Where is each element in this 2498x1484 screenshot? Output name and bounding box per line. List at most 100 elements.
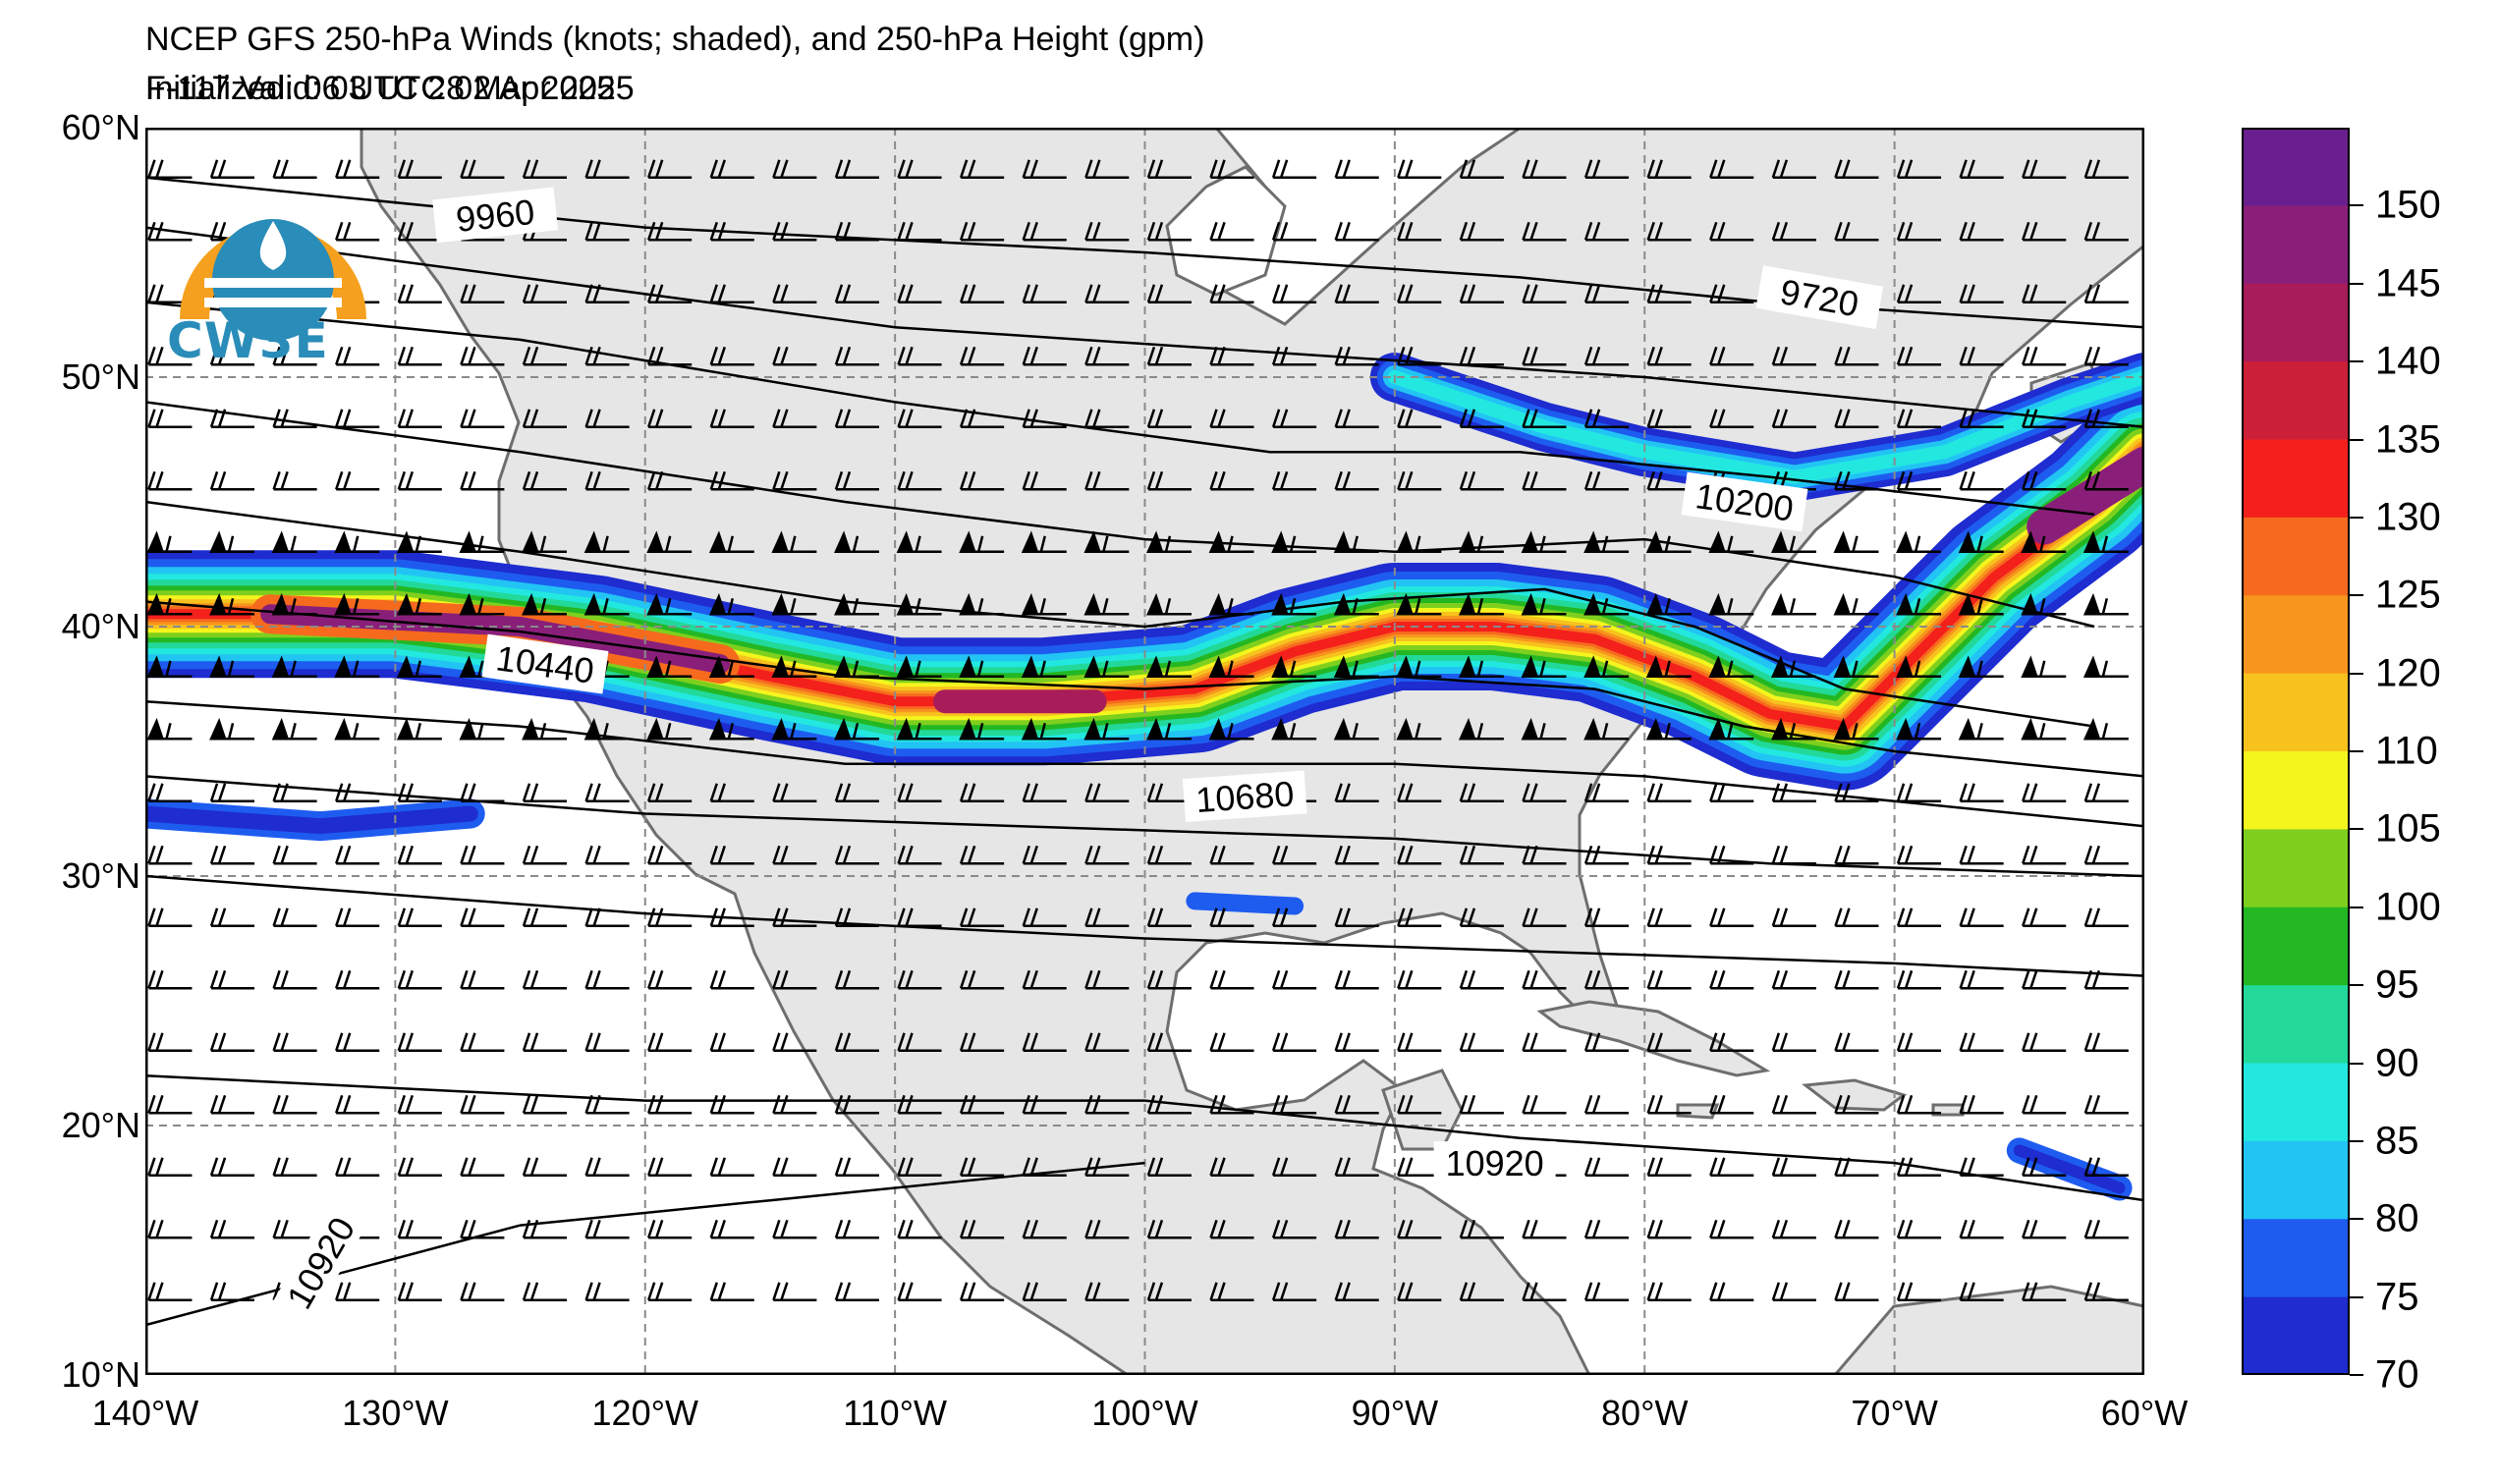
wind-barb — [1334, 221, 1379, 242]
wind-barb — [1271, 969, 1317, 990]
colorbar-tick — [2350, 1374, 2363, 1376]
wind-barb — [1208, 655, 1254, 679]
wind-barb — [1208, 592, 1254, 616]
wind-barb — [1396, 717, 1442, 741]
wind-barb — [1146, 1094, 1192, 1115]
wind-barb — [209, 592, 255, 616]
wind-barb — [1397, 1094, 1442, 1115]
wind-barb — [1770, 717, 1816, 741]
wind-barb — [1022, 969, 1067, 990]
wind-barb — [1708, 717, 1754, 741]
wind-barb — [1146, 1282, 1192, 1302]
wind-barb — [1459, 1094, 1504, 1115]
colorbar-segment — [2242, 283, 2350, 363]
wind-barb — [2083, 1157, 2129, 1178]
wind-barb — [1959, 470, 2004, 491]
wind-barb — [1896, 346, 1942, 366]
wind-barb — [1708, 592, 1754, 616]
wind-barb — [834, 907, 879, 928]
wind-barb — [334, 530, 380, 554]
wind-barb — [209, 530, 255, 554]
wind-barb — [896, 655, 942, 679]
wind-barb — [2022, 409, 2067, 429]
wind-barb — [146, 530, 193, 554]
wind-barb — [959, 845, 1005, 865]
colorbar-label: 75 — [2375, 1275, 2419, 1319]
wind-barb — [397, 1094, 442, 1115]
wind-barb — [1084, 159, 1130, 180]
wind-barb — [1834, 1282, 1879, 1302]
wind-barb — [959, 1282, 1005, 1302]
wind-barb — [1522, 346, 1567, 366]
wind-barb — [959, 1157, 1005, 1178]
wind-barb — [1396, 655, 1442, 679]
wind-barb — [335, 409, 380, 429]
map-frame — [145, 128, 2144, 1375]
wind-barb — [397, 969, 442, 990]
wind-barb — [2083, 159, 2129, 180]
wind-barb — [522, 1157, 567, 1178]
wind-barb — [272, 1157, 317, 1178]
wind-barb — [897, 409, 942, 429]
wind-barb — [2083, 907, 2129, 928]
wind-barb — [522, 1032, 567, 1053]
wind-barb — [897, 783, 942, 803]
wind-barb — [209, 470, 255, 491]
wind-barb — [1583, 346, 1630, 366]
wind-barb — [1334, 969, 1379, 990]
wind-barb — [834, 783, 879, 803]
wind-barb — [1896, 717, 1942, 741]
wind-barb — [1896, 592, 1942, 616]
wind-barb — [1833, 717, 1879, 741]
wind-barb — [2022, 221, 2067, 242]
wind-barb — [1771, 221, 1816, 242]
wind-barb — [834, 470, 879, 491]
wind-barb — [397, 1157, 442, 1178]
wind-barb — [460, 845, 505, 865]
wind-barb — [584, 783, 630, 803]
colorbar-tick — [2350, 1218, 2363, 1221]
wind-barb — [1709, 1157, 1754, 1178]
wind-barb — [272, 470, 317, 491]
wind-barb — [1646, 1219, 1692, 1239]
initialized-time: Initialized: 06 UTC 28 Mar 2025 — [145, 70, 616, 107]
wind-barb — [335, 1157, 380, 1178]
wind-barb — [1209, 1282, 1254, 1302]
colorbar-frame — [2242, 128, 2350, 1375]
wind-barb — [1459, 221, 1504, 242]
wind-barb — [2022, 1094, 2067, 1115]
wind-barb — [772, 159, 817, 180]
colorbar-tick — [2350, 672, 2363, 675]
wind-barb — [897, 346, 942, 366]
wind-barb — [1834, 470, 1879, 491]
subtropical-band — [1186, 892, 1305, 915]
wind-barb — [1022, 845, 1067, 865]
wind-barb — [397, 221, 442, 242]
wind-barb — [1458, 717, 1504, 741]
wind-barb — [1709, 845, 1754, 865]
wind-barb — [647, 1219, 693, 1239]
colorbar-label: 145 — [2375, 261, 2441, 305]
wind-barb — [1583, 907, 1630, 928]
wind-barb — [1896, 845, 1942, 865]
wind-barb — [1959, 907, 2004, 928]
wind-barb — [959, 655, 1005, 679]
wind-barb — [1709, 221, 1754, 242]
wind-barb — [1771, 346, 1816, 366]
wind-barb — [1583, 1282, 1630, 1302]
wind-barb — [1209, 1157, 1254, 1178]
wind-barb — [2083, 221, 2129, 242]
wind-barb — [709, 346, 754, 366]
wind-barb — [147, 1219, 193, 1239]
wind-barb — [1896, 783, 1942, 803]
wind-barb — [1583, 717, 1630, 741]
wind-barb — [147, 907, 193, 928]
colorbar-segment — [2242, 1296, 2350, 1375]
wind-barb — [1646, 284, 1692, 304]
wind-barb — [959, 907, 1005, 928]
wind-barb — [1522, 1032, 1567, 1053]
wind-barb — [522, 1094, 567, 1115]
wind-barb — [209, 1032, 255, 1053]
wind-barb — [1583, 1094, 1630, 1115]
